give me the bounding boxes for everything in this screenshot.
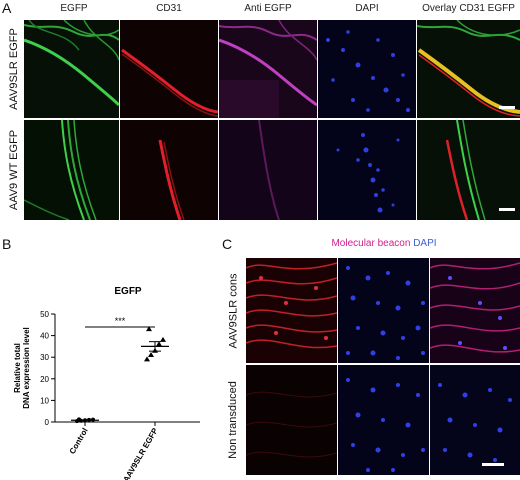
- dapi-nuclei-c-row2: [346, 378, 425, 472]
- row-label-aav9slr-egfp: AAV9SLR EGFP: [8, 28, 20, 110]
- panel-c-header: Molecular beacon DAPI: [248, 238, 520, 249]
- overlay-c-row2: [438, 383, 512, 466]
- y-axis-label-line2: DNA expression level: [22, 327, 31, 409]
- panel-b-letter: B: [2, 236, 12, 252]
- row-label-wrap-aav9slr: AAV9SLR EGFP: [4, 20, 24, 118]
- data-point-triangle: [148, 352, 154, 358]
- col-head-egfp: EGFP: [60, 3, 88, 14]
- image-a-dapi-row1: [318, 20, 416, 118]
- x-tick-label: Control: [68, 427, 90, 456]
- overlay-c-row1: [430, 262, 520, 353]
- image-a-overlay-row2: [417, 120, 520, 220]
- anti-egfp-signal-row1: [219, 20, 317, 118]
- image-c-beacon-row2: [246, 365, 337, 475]
- row-label-aav9-wt-egfp: AAV9 WT EGFP: [8, 129, 20, 211]
- significance-label: ***: [115, 316, 126, 326]
- data-point-triangle: [160, 336, 166, 342]
- y-tick-label: 0: [45, 418, 50, 427]
- panel-c-letter: C: [222, 236, 233, 252]
- y-tick-label: 50: [40, 310, 49, 319]
- panel-b-chart: EGFP 0 10 20 30 40 50 Relative total DNA express…: [13, 286, 200, 480]
- image-c-overlay-row1: [430, 258, 520, 363]
- image-a-cd31-row2: [120, 120, 218, 220]
- cd31-signal-row2: [158, 139, 185, 220]
- cd31-signal-row1: [121, 48, 218, 117]
- y-tick-label: 20: [40, 375, 49, 384]
- image-a-dapi-row2: [318, 120, 416, 220]
- beacon-signal-row1: [246, 262, 337, 349]
- image-a-anti-egfp-row2: [219, 120, 317, 220]
- image-a-egfp-row2: [24, 120, 119, 220]
- scale-bar-row1: [499, 106, 515, 109]
- image-a-cd31-row1: [120, 20, 218, 118]
- dapi-nuclei-row2: [336, 133, 400, 213]
- anti-egfp-signal-row2: [258, 120, 280, 220]
- data-point-triangle: [146, 326, 152, 332]
- header-molecular-beacon: Molecular beacon: [331, 238, 411, 249]
- col-head-anti-egfp: Anti EGFP: [244, 3, 292, 14]
- chart-title: EGFP: [114, 286, 142, 297]
- image-a-egfp-row1: [24, 20, 119, 118]
- y-tick-label: 40: [40, 332, 49, 341]
- data-point-circle: [91, 417, 95, 422]
- panel-a-letter: A: [2, 0, 12, 16]
- header-dapi: DAPI: [413, 238, 437, 249]
- col-head-overlay: Overlay CD31 EGFP: [422, 3, 515, 14]
- y-tick-label: 30: [40, 353, 49, 362]
- row-label-aav9slr-cons: AAV9SLR cons: [227, 272, 240, 349]
- dapi-nuclei-row1: [326, 30, 410, 112]
- row-label-non-transduced: Non transduced: [227, 381, 240, 459]
- image-c-dapi-row2: [338, 365, 429, 475]
- egfp-tissue-row1: [24, 20, 119, 107]
- y-tick-label: 10: [40, 396, 49, 405]
- overlay-signal-row1: [417, 20, 520, 117]
- dapi-nuclei-c-row1: [346, 266, 425, 360]
- scale-bar-row2: [499, 208, 515, 211]
- egfp-tissue-row2: [24, 120, 97, 220]
- image-a-anti-egfp-row1: [219, 20, 317, 118]
- data-point-triangle: [156, 341, 162, 347]
- image-c-beacon-row1: [246, 258, 337, 363]
- image-c-dapi-row1: [338, 258, 429, 363]
- y-axis-label-line1: Relative total: [13, 343, 22, 393]
- col-head-dapi: DAPI: [355, 3, 379, 14]
- beacon-signal-row2: [246, 391, 337, 458]
- image-c-overlay-row2: [430, 365, 520, 475]
- data-point-triangle: [144, 356, 150, 362]
- col-head-cd31: CD31: [156, 3, 182, 14]
- scale-bar-c: [482, 463, 504, 466]
- row-label-wrap-c2: Non transduced: [222, 365, 244, 475]
- row-label-wrap-aav9wt: AAV9 WT EGFP: [4, 120, 24, 220]
- image-a-overlay-row1: [417, 20, 520, 118]
- row-label-wrap-c1: AAV9SLR cons: [222, 258, 244, 363]
- overlay-signal-row2: [445, 120, 515, 220]
- x-tick-label: AAV9SLR EGFP: [122, 426, 161, 480]
